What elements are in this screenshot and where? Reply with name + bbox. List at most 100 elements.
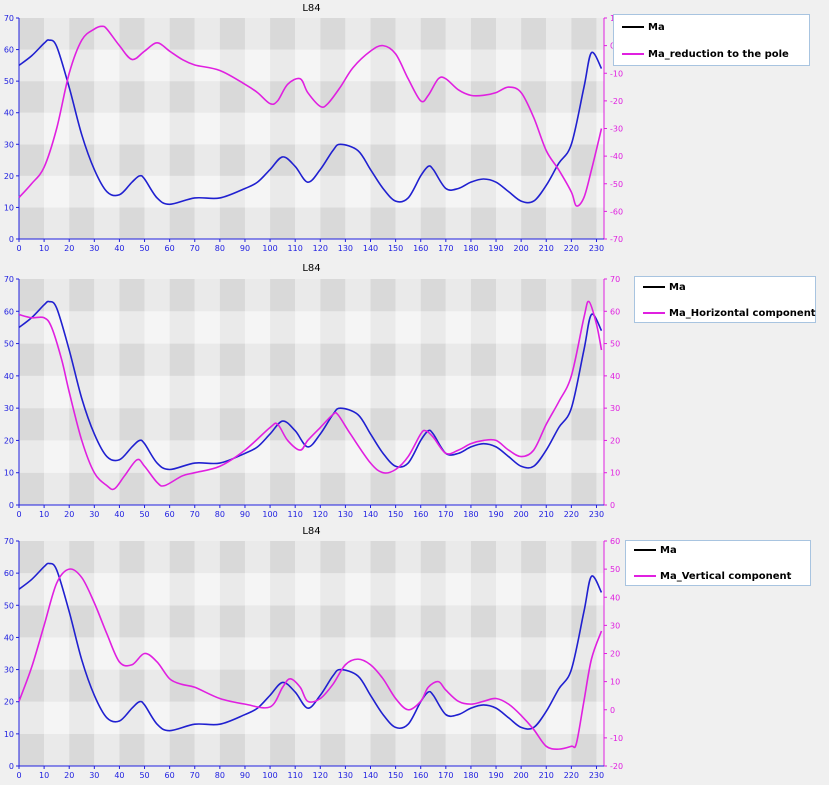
x-tick-label: 220 [564, 771, 579, 780]
grid-cell [44, 541, 70, 574]
grid-cell [295, 175, 321, 208]
grid-cell [219, 311, 245, 344]
right-tick-label: -10 [610, 734, 623, 743]
grid-cell [19, 573, 45, 606]
grid-cell [596, 472, 604, 505]
grid-cell [19, 279, 45, 312]
grid-cell [119, 375, 145, 409]
grid-cell [596, 375, 604, 409]
grid-cell [345, 408, 371, 441]
grid-cell [69, 605, 95, 638]
grid-cell [546, 669, 572, 702]
left-tick-label: 50 [4, 77, 14, 86]
x-tick-label: 170 [438, 771, 453, 780]
right-tick-label: -20 [610, 97, 623, 106]
right-tick-label: 30 [610, 621, 620, 630]
x-tick-label: 160 [413, 771, 428, 780]
grid-cell [420, 733, 446, 766]
x-tick-label: 100 [262, 244, 277, 253]
grid-cell [194, 472, 220, 505]
grid-cell [44, 81, 70, 113]
grid-cell [496, 637, 522, 670]
x-tick-label: 40 [114, 771, 124, 780]
grid-cell [69, 81, 95, 113]
left-tick-label: 10 [4, 730, 14, 739]
grid-cell [470, 112, 497, 145]
grid-cell [320, 637, 346, 670]
x-tick-label: 20 [64, 244, 74, 253]
x-tick-label: 50 [139, 510, 149, 519]
grid-cell [345, 175, 371, 208]
grid-cell [470, 343, 497, 376]
grid-cell [470, 207, 497, 239]
grid-cell [244, 440, 271, 473]
grid-cell [345, 18, 371, 50]
grid-cell [470, 637, 497, 670]
legend-label-ma: Ma [660, 544, 677, 556]
x-tick-label: 60 [165, 244, 175, 253]
x-tick-label: 200 [514, 244, 529, 253]
grid-cell [320, 440, 346, 473]
grid-cell [194, 375, 220, 409]
x-tick-label: 220 [564, 244, 579, 253]
grid-cell [546, 112, 572, 145]
grid-cell [320, 701, 346, 734]
grid-cell [219, 18, 245, 50]
right-tick-label: -50 [610, 180, 623, 189]
grid-cell [496, 472, 522, 505]
grid-cell [69, 733, 95, 766]
left-tick-label: 50 [4, 601, 14, 610]
x-tick-label: 100 [262, 771, 277, 780]
grid-cell [44, 472, 70, 505]
grid-cell [69, 541, 95, 574]
grid-cell [144, 605, 170, 638]
grid-cell [244, 637, 271, 670]
grid-cell [295, 637, 321, 670]
chart-panel-1: L84 0 10 20 30 40 50 60 70 -70 -60 -50 -40 -30 -20 -10 0… [4, 3, 623, 253]
series-line-component [18, 25, 603, 207]
right-tick-label: 10 [610, 469, 620, 478]
grid-cell [194, 343, 220, 376]
grid-cell [571, 733, 597, 766]
right-tick-label: 70 [610, 275, 620, 284]
grid-cell [370, 408, 396, 441]
grid-cell [44, 175, 70, 208]
grid-cell [445, 81, 471, 113]
grid-cell [219, 701, 245, 734]
grid-cell [420, 440, 446, 473]
grid-cell [521, 311, 547, 344]
grid-cell [345, 669, 371, 702]
grid-cell [470, 669, 497, 702]
grid-cell [345, 311, 371, 344]
series-line-ma [18, 39, 603, 206]
grid-cell [370, 605, 396, 638]
grid-cell [345, 207, 371, 239]
grid-cell [521, 144, 547, 176]
x-tick-label: 10 [39, 771, 49, 780]
x-tick-label: 70 [190, 510, 200, 519]
grid-cell [420, 701, 446, 734]
grid-cell [596, 112, 604, 145]
legend-label-horizontal: Ma_Horizontal component [669, 307, 816, 319]
x-tick-label: 110 [288, 771, 303, 780]
grid-cell [445, 541, 471, 574]
grid-cell [395, 207, 421, 239]
left-tick-label: 60 [4, 569, 14, 578]
grid-cell [194, 279, 220, 312]
grid-cell [370, 311, 396, 344]
grid-cell [571, 144, 597, 176]
grid-cell [596, 175, 604, 208]
grid-cell [496, 81, 522, 113]
grid-cell [144, 541, 170, 574]
x-tick-label: 50 [139, 244, 149, 253]
x-tick-label: 40 [114, 244, 124, 253]
grid-cell [370, 472, 396, 505]
grid-cell [169, 175, 195, 208]
x-tick-label: 180 [463, 771, 478, 780]
grid-cell [194, 112, 220, 145]
grid-cell [194, 637, 220, 670]
left-tick-label: 40 [4, 109, 14, 118]
grid-cell [44, 18, 70, 50]
grid-cell [445, 733, 471, 766]
grid-cell [69, 175, 95, 208]
